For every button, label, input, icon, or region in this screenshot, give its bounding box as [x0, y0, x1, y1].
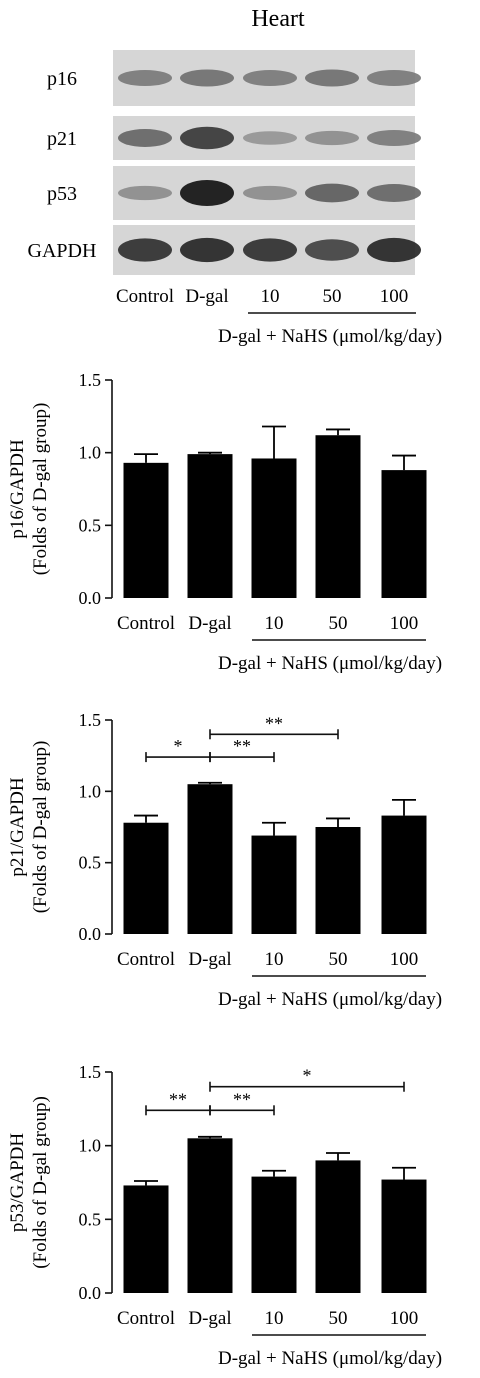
blot-row-label: p16 [47, 68, 77, 90]
y-tick-label: 0.0 [79, 1283, 102, 1303]
bar [315, 435, 361, 598]
significance-label: ** [233, 1089, 251, 1109]
significance-label: ** [169, 1089, 187, 1109]
y-axis-label: (Folds of D-gal group) [30, 1096, 51, 1269]
p21-bar-chart: 0.0 0.5 1.0 1.5 p21/GAPDH (Folds of D-gal gro… [7, 710, 442, 1010]
significance-label: * [303, 1066, 312, 1086]
bar [315, 1160, 361, 1293]
y-tick-label: 0.5 [79, 853, 102, 873]
blot-band [180, 180, 234, 206]
blot-band [180, 126, 234, 150]
y-tick-label: 0.5 [79, 515, 102, 535]
blot-band [243, 238, 297, 262]
blot-band [180, 237, 234, 263]
blot-lane-label: 100 [380, 286, 409, 307]
blot-band [305, 69, 359, 87]
bar [123, 462, 169, 598]
blot-band [305, 183, 359, 203]
blot-band [243, 131, 297, 145]
x-tick-label: 10 [265, 1308, 284, 1329]
blot-group-label: D-gal + NaHS (μmol/kg/day) [218, 326, 442, 347]
blot-lane-label: 50 [323, 286, 342, 307]
y-tick-label: 1.0 [79, 1136, 102, 1156]
y-tick-label: 1.0 [79, 781, 102, 801]
x-tick-label: 100 [390, 1308, 419, 1329]
x-tick-label: 50 [329, 613, 348, 634]
bar [187, 454, 233, 598]
bar [123, 822, 169, 934]
blot-band [367, 184, 421, 202]
bar [251, 1176, 297, 1293]
y-tick-label: 1.5 [79, 710, 102, 730]
p16-bar-chart: 0.0 0.5 1.0 1.5 p16/GAPDH (Folds of D-gal gro… [7, 370, 442, 674]
group-label: D-gal + NaHS (μmol/kg/day) [218, 989, 442, 1010]
y-axis-label: (Folds of D-gal group) [30, 741, 51, 914]
western-blot: p16 p21 p53 GAPDH Control D-gal 10 50 100 D-gal +… [28, 50, 442, 347]
blot-band [118, 129, 172, 147]
y-tick-label: 1.5 [79, 370, 102, 390]
y-axis-label: (Folds of D-gal group) [30, 403, 51, 576]
x-tick-label: Control [117, 613, 175, 634]
blot-row-label: p53 [47, 183, 77, 205]
p53-bar-chart: 0.0 0.5 1.0 1.5 p53/GAPDH (Folds of D-gal gro… [7, 1062, 442, 1369]
bar [315, 827, 361, 934]
y-axis-label: p16/GAPDH [7, 439, 28, 539]
y-tick-label: 1.0 [79, 443, 102, 463]
bar [381, 815, 427, 934]
blot-lane-label: Control [116, 286, 174, 307]
x-tick-label: D-gal [188, 613, 231, 634]
bar [123, 1185, 169, 1293]
x-tick-label: 10 [265, 613, 284, 634]
bar [251, 835, 297, 934]
blot-band [305, 130, 359, 146]
blot-band [305, 239, 359, 261]
bar [381, 470, 427, 598]
x-tick-label: D-gal [188, 1308, 231, 1329]
y-axis-label: p53/GAPDH [7, 1133, 28, 1233]
bar [187, 1138, 233, 1293]
blot-band [118, 238, 172, 262]
blot-band [243, 69, 297, 87]
x-tick-label: Control [117, 949, 175, 970]
group-label: D-gal + NaHS (μmol/kg/day) [218, 1348, 442, 1369]
blot-band [367, 129, 421, 147]
blot-row-label: GAPDH [28, 240, 97, 262]
blot-row-label: p21 [47, 128, 77, 150]
y-tick-label: 0.0 [79, 924, 102, 944]
x-tick-label: 50 [329, 1308, 348, 1329]
blot-band [243, 185, 297, 201]
bar [381, 1179, 427, 1293]
blot-band [367, 237, 421, 263]
significance-label: * [174, 736, 183, 756]
significance-label: ** [265, 713, 283, 733]
bar [251, 458, 297, 598]
x-tick-label: Control [117, 1308, 175, 1329]
x-tick-label: D-gal [188, 949, 231, 970]
x-tick-label: 50 [329, 949, 348, 970]
blot-lane-label: 10 [261, 286, 280, 307]
x-tick-label: 100 [390, 949, 419, 970]
y-tick-label: 0.0 [79, 588, 102, 608]
group-label: D-gal + NaHS (μmol/kg/day) [218, 653, 442, 674]
blot-band [118, 69, 172, 87]
blot-band [118, 185, 172, 201]
x-tick-label: 100 [390, 613, 419, 634]
significance-label: ** [233, 736, 251, 756]
blot-title: Heart [251, 6, 305, 32]
blot-band [180, 69, 234, 87]
blot-band [367, 69, 421, 87]
bar [187, 784, 233, 934]
blot-lane-label: D-gal [185, 286, 228, 307]
y-axis-label: p21/GAPDH [7, 777, 28, 877]
y-tick-label: 1.5 [79, 1062, 102, 1082]
x-tick-label: 10 [265, 949, 284, 970]
y-tick-label: 0.5 [79, 1209, 102, 1229]
